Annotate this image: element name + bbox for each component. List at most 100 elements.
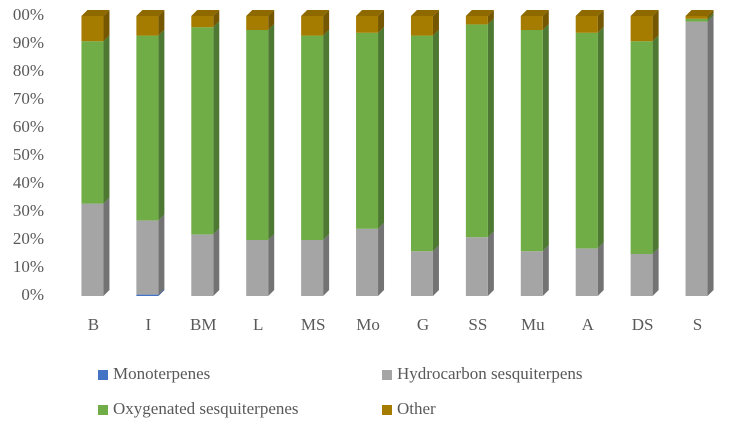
- y-tick-label: 40%: [13, 173, 44, 192]
- bar-segment: [301, 35, 324, 240]
- bar-side: [103, 197, 110, 296]
- bar-segment: [520, 251, 543, 296]
- x-tick-label: Mu: [521, 315, 545, 334]
- bar-segment: [575, 32, 598, 249]
- legend-swatch: [98, 370, 108, 380]
- bar-top: [136, 10, 165, 16]
- bar-segment: [410, 35, 433, 252]
- y-tick-label: 10%: [13, 257, 44, 276]
- x-tick-label: SS: [468, 315, 487, 334]
- x-tick-label: B: [88, 315, 99, 334]
- bar-segment: [301, 240, 324, 296]
- bar-side: [652, 10, 659, 42]
- bar-segment: [520, 30, 543, 252]
- bar-side: [597, 26, 604, 249]
- y-tick-label: 30%: [13, 201, 44, 220]
- bar-side: [268, 10, 275, 30]
- y-tick-label: 60%: [13, 117, 44, 136]
- bar-side: [378, 26, 385, 229]
- bar-side: [213, 10, 220, 28]
- bar-top: [685, 10, 714, 16]
- bar-segment: [685, 16, 708, 19]
- legend-label: Oxygenated sesquiterpenes: [113, 399, 299, 418]
- legend-label: Hydrocarbon sesquiterpens: [397, 364, 583, 383]
- bar-side: [213, 21, 220, 235]
- bar-segment: [465, 237, 488, 296]
- x-tick-label: G: [417, 315, 429, 334]
- bar-side: [542, 10, 549, 30]
- bar-top: [465, 10, 494, 16]
- bar-segment: [575, 248, 598, 296]
- legend-swatch: [98, 405, 108, 415]
- bar-side: [432, 10, 439, 36]
- bar-side: [103, 10, 110, 42]
- y-tick-label: 50%: [13, 145, 44, 164]
- bar-side: [323, 234, 330, 296]
- bar-segment: [575, 16, 598, 33]
- bar-segment: [356, 228, 379, 296]
- bar-side: [432, 245, 439, 296]
- bar-side: [542, 24, 549, 252]
- bar-side: [707, 15, 714, 296]
- bar-side: [707, 12, 714, 22]
- bar-side: [158, 288, 165, 296]
- x-tick-label: MS: [301, 315, 326, 334]
- bar-side: [158, 10, 165, 36]
- bar-segment: [136, 294, 159, 296]
- bar-segment: [630, 16, 653, 42]
- y-tick-label: 20%: [13, 229, 44, 248]
- bar-top: [630, 10, 659, 16]
- x-tick-label: I: [146, 315, 152, 334]
- y-tick-label: 80%: [13, 61, 44, 80]
- bar-segment: [301, 16, 324, 36]
- bar-top: [575, 10, 604, 16]
- bar-segment: [191, 27, 214, 235]
- y-tick-label: 90%: [13, 33, 44, 52]
- bar-segment: [685, 21, 708, 296]
- legend-swatch: [382, 370, 392, 380]
- x-tick-label: A: [582, 315, 595, 334]
- bar-side: [103, 35, 110, 204]
- bar-segment: [246, 240, 269, 296]
- bar-segment: [81, 203, 104, 296]
- bar-side: [707, 10, 714, 19]
- bar-side: [542, 245, 549, 296]
- bar-segment: [465, 24, 488, 238]
- bar-top: [356, 10, 385, 16]
- bar-top: [301, 10, 330, 16]
- bar-segment: [520, 16, 543, 30]
- y-tick-label: 00%: [13, 5, 44, 24]
- bar-top: [410, 10, 439, 16]
- bar-side: [597, 242, 604, 296]
- bar-segment: [356, 32, 379, 229]
- bar-side: [378, 10, 385, 33]
- bar-side: [432, 29, 439, 252]
- bar-segment: [246, 16, 269, 30]
- bar-segment: [81, 16, 104, 42]
- bar-segment: [136, 35, 159, 221]
- bar-side: [158, 214, 165, 295]
- x-tick-label: S: [693, 315, 702, 334]
- x-tick-label: BM: [190, 315, 216, 334]
- bar-side: [213, 228, 220, 296]
- bar-segment: [136, 16, 159, 36]
- bar-segment: [191, 234, 214, 296]
- bar-segment: [410, 251, 433, 296]
- legend-swatch: [382, 405, 392, 415]
- bar-segment: [246, 30, 269, 240]
- legend-label: Monoterpenes: [113, 364, 210, 383]
- bar-side: [323, 10, 330, 36]
- y-tick-label: 70%: [13, 89, 44, 108]
- bar-segment: [630, 254, 653, 296]
- bar-segment: [685, 18, 708, 22]
- bar-side: [652, 35, 659, 255]
- legend-label: Other: [397, 399, 436, 418]
- bar-segment: [465, 16, 488, 25]
- bar-side: [378, 222, 385, 296]
- bar-segment: [191, 16, 214, 28]
- bar-side: [652, 248, 659, 296]
- x-tick-label: DS: [632, 315, 654, 334]
- bar-top: [520, 10, 549, 16]
- y-tick-label: 0%: [21, 285, 44, 304]
